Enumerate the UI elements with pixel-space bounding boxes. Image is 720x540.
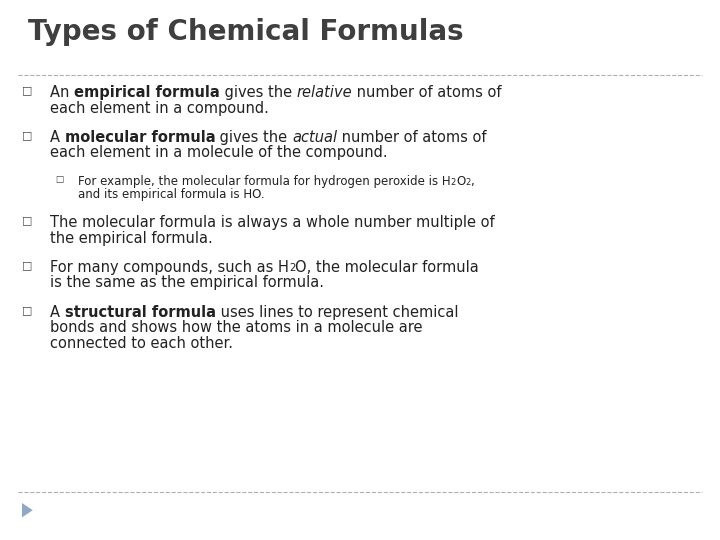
Text: □: □ — [22, 85, 32, 95]
Text: relative: relative — [297, 85, 352, 100]
Text: □: □ — [22, 130, 32, 140]
Text: 2: 2 — [465, 178, 470, 187]
Text: 2: 2 — [289, 263, 295, 273]
Text: □: □ — [22, 260, 32, 270]
Text: empirical formula: empirical formula — [74, 85, 220, 100]
Text: number of atoms of: number of atoms of — [352, 85, 502, 100]
Text: bonds and shows how the atoms in a molecule are: bonds and shows how the atoms in a molec… — [50, 321, 423, 335]
Text: each element in a molecule of the compound.: each element in a molecule of the compou… — [50, 145, 387, 160]
Text: structural formula: structural formula — [65, 305, 215, 320]
Text: is the same as the empirical formula.: is the same as the empirical formula. — [50, 275, 324, 291]
Text: O: O — [456, 175, 465, 188]
Text: number of atoms of: number of atoms of — [337, 130, 487, 145]
Text: uses lines to represent chemical: uses lines to represent chemical — [215, 305, 458, 320]
Text: O, the molecular formula: O, the molecular formula — [295, 260, 479, 275]
Text: Types of Chemical Formulas: Types of Chemical Formulas — [28, 18, 464, 46]
Text: molecular formula: molecular formula — [65, 130, 215, 145]
Polygon shape — [22, 503, 33, 517]
Text: actual: actual — [292, 130, 337, 145]
Text: A: A — [50, 305, 65, 320]
Text: gives the: gives the — [215, 130, 292, 145]
Text: the empirical formula.: the empirical formula. — [50, 231, 212, 246]
Text: ,: , — [470, 175, 474, 188]
Text: For example, the molecular formula for hydrogen peroxide is H: For example, the molecular formula for h… — [78, 175, 451, 188]
Text: connected to each other.: connected to each other. — [50, 336, 233, 351]
Text: gives the: gives the — [220, 85, 297, 100]
Text: A: A — [50, 130, 65, 145]
Text: □: □ — [22, 305, 32, 315]
Text: □: □ — [22, 215, 32, 225]
Text: 2: 2 — [451, 178, 456, 187]
Text: For many compounds, such as H: For many compounds, such as H — [50, 260, 289, 275]
Text: □: □ — [55, 175, 63, 184]
Text: and its empirical formula is HO.: and its empirical formula is HO. — [78, 188, 265, 201]
Text: An: An — [50, 85, 74, 100]
Text: each element in a compound.: each element in a compound. — [50, 100, 269, 116]
Text: The molecular formula is always a whole number multiple of: The molecular formula is always a whole … — [50, 215, 495, 230]
